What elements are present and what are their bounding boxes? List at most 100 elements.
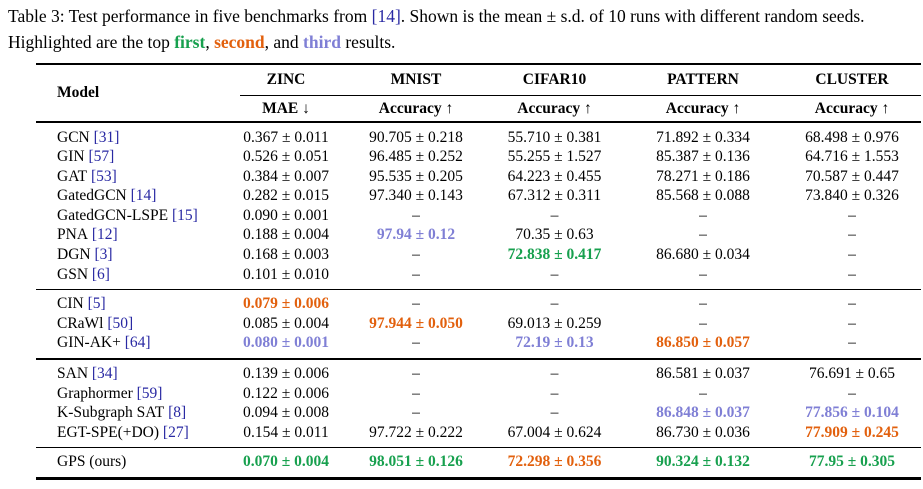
metric-header: MAE ↓ xyxy=(262,99,310,117)
value-cell: 0.139 ± 0.006 xyxy=(242,365,329,383)
caption-citation[interactable]: [14] xyxy=(371,6,401,26)
value-cell-first: 90.324 ± 0.132 xyxy=(656,453,750,471)
model-name: EGT-SPE(+DO) xyxy=(57,423,160,441)
model-name: K-Subgraph SAT xyxy=(57,404,165,422)
value-cell: – xyxy=(699,265,707,283)
caption-text: results. xyxy=(340,32,396,52)
model-name: DGN xyxy=(57,246,91,264)
model-cell: GSN [6] xyxy=(36,265,226,285)
table-row: PNA [12] 0.188 ± 0.004 97.94 ± 0.12 70.35 ±… xyxy=(36,225,921,245)
section-divider xyxy=(36,357,921,360)
value-cell: 73.840 ± 0.326 xyxy=(805,187,899,205)
value-cell: – xyxy=(848,314,856,332)
value-cell: 0.085 ± 0.004 xyxy=(242,314,329,332)
table-row: GAT [53] 0.384 ± 0.007 95.535 ± 0.205 64.22… xyxy=(36,167,921,187)
metric-header: Accuracy ↑ xyxy=(665,99,741,117)
value-cell: – xyxy=(848,265,856,283)
value-cell: 95.535 ± 0.205 xyxy=(369,167,463,185)
value-cell-first: 98.051 ± 0.126 xyxy=(369,453,463,471)
value-cell: 69.013 ± 0.259 xyxy=(507,314,602,332)
value-cell-second: 0.079 ± 0.006 xyxy=(242,295,329,313)
citation-link[interactable]: [50] xyxy=(103,314,134,332)
value-cell: 0.526 ± 0.051 xyxy=(242,148,329,166)
value-cell-second: 77.909 ± 0.245 xyxy=(805,423,899,441)
column-header-pattern: PATTERN xyxy=(667,71,739,88)
model-cell: PNA [12] xyxy=(36,225,226,245)
value-cell: – xyxy=(550,295,559,313)
table-row: DGN [3] 0.168 ± 0.003 – 72.838 ± 0.417 86.68… xyxy=(36,245,921,265)
model-name: GPS (ours) xyxy=(57,453,127,471)
model-cell: DGN [3] xyxy=(36,245,226,265)
citation-link[interactable]: [3] xyxy=(90,246,113,264)
citation-link[interactable]: [6] xyxy=(88,265,110,283)
model-cell: GIN-AK+ [64] xyxy=(36,333,226,353)
caption-third-label: third xyxy=(303,32,341,52)
table-bottom-rule xyxy=(36,476,921,480)
value-cell: – xyxy=(412,334,420,352)
value-cell: 67.004 ± 0.624 xyxy=(507,423,602,441)
value-cell: – xyxy=(848,384,856,402)
value-cell: 0.154 ± 0.011 xyxy=(243,423,329,441)
model-cell: GPS (ours) xyxy=(36,452,226,472)
value-cell: 90.705 ± 0.218 xyxy=(369,128,463,146)
citation-link[interactable]: [27] xyxy=(159,423,189,441)
value-cell-third: 77.856 ± 0.104 xyxy=(805,404,899,422)
table-header: Model ZINC MNIST CIFAR10 PATTERN CLUSTER MAE… xyxy=(36,65,921,121)
citation-link[interactable]: [15] xyxy=(168,206,198,224)
column-header-cifar10: CIFAR10 xyxy=(522,71,587,88)
value-cell: – xyxy=(550,265,559,283)
table-row: SAN [34] 0.139 ± 0.006 – – 86.581 ± 0.037 76.… xyxy=(36,364,921,384)
column-header-cluster: CLUSTER xyxy=(815,71,889,88)
table-section-1: GCN [31] 0.367 ± 0.011 90.705 ± 0.218 55.71… xyxy=(36,123,921,289)
value-cell: 68.498 ± 0.976 xyxy=(805,128,899,146)
model-name: GatedGCN-LSPE xyxy=(57,206,169,224)
value-cell-third: 72.19 ± 0.13 xyxy=(515,334,594,352)
citation-link[interactable]: [59] xyxy=(132,384,163,402)
value-cell: 71.892 ± 0.334 xyxy=(656,128,750,146)
value-cell-second: 86.850 ± 0.057 xyxy=(656,334,750,352)
value-cell: – xyxy=(848,246,856,264)
model-cell: EGT-SPE(+DO) [27] xyxy=(36,423,226,443)
citation-link[interactable]: [8] xyxy=(164,404,187,422)
model-cell: CIN [5] xyxy=(36,294,226,314)
value-cell: – xyxy=(699,295,707,313)
caption-text: Table 3: Test performance in five benchm… xyxy=(8,6,372,26)
citation-link[interactable]: [57] xyxy=(84,148,115,166)
citation-link[interactable]: [53] xyxy=(87,167,117,185)
table-row: GIN-AK+ [64] 0.080 ± 0.001 – 72.19 ± 0.13 86… xyxy=(36,333,921,353)
header-bottom-rule xyxy=(36,121,921,123)
value-cell-third: 0.080 ± 0.001 xyxy=(242,334,329,352)
value-cell: 0.090 ± 0.001 xyxy=(242,206,329,224)
model-name: GAT xyxy=(57,167,88,185)
value-cell: 70.35 ± 0.63 xyxy=(515,226,594,244)
citation-link[interactable]: [12] xyxy=(88,226,118,244)
table-row: CRaWl [50] 0.085 ± 0.004 97.944 ± 0.050 69.… xyxy=(36,314,921,334)
caption-second-label: second xyxy=(214,32,265,52)
table-caption: Table 3: Test performance in five benchm… xyxy=(8,3,920,55)
model-cell: K-Subgraph SAT [8] xyxy=(36,403,226,423)
table-row: Graphormer [59] 0.122 ± 0.006 – – – – xyxy=(36,384,921,404)
table-top-rule xyxy=(36,63,921,65)
value-cell: 0.367 ± 0.011 xyxy=(243,128,329,146)
value-cell: – xyxy=(412,384,420,402)
value-cell-first: 72.838 ± 0.417 xyxy=(507,246,602,264)
citation-link[interactable]: [64] xyxy=(120,334,151,352)
value-cell: – xyxy=(699,384,707,402)
value-cell: 78.271 ± 0.186 xyxy=(656,167,750,185)
value-cell: – xyxy=(550,206,559,224)
model-name: PNA xyxy=(57,226,89,244)
value-cell: 97.340 ± 0.143 xyxy=(369,187,463,205)
model-name: SAN xyxy=(57,365,89,383)
table-row: GPS (ours) 0.070 ± 0.004 98.051 ± 0.126 72.… xyxy=(36,452,921,472)
metric-header: Accuracy ↑ xyxy=(378,99,454,117)
citation-link[interactable]: [14] xyxy=(126,187,157,205)
citation-link[interactable]: [34] xyxy=(88,365,118,383)
header-partial-rule xyxy=(240,95,921,96)
table-section-4: GPS (ours) 0.070 ± 0.004 98.051 ± 0.126 72.… xyxy=(36,448,921,477)
model-name: GIN xyxy=(57,148,85,166)
citation-link[interactable]: [31] xyxy=(89,128,120,146)
value-cell: 86.730 ± 0.036 xyxy=(656,423,750,441)
value-cell: 85.387 ± 0.136 xyxy=(656,148,750,166)
citation-link[interactable]: [5] xyxy=(83,295,106,313)
table-row: GatedGCN-LSPE [15] 0.090 ± 0.001 – – – – xyxy=(36,206,921,226)
